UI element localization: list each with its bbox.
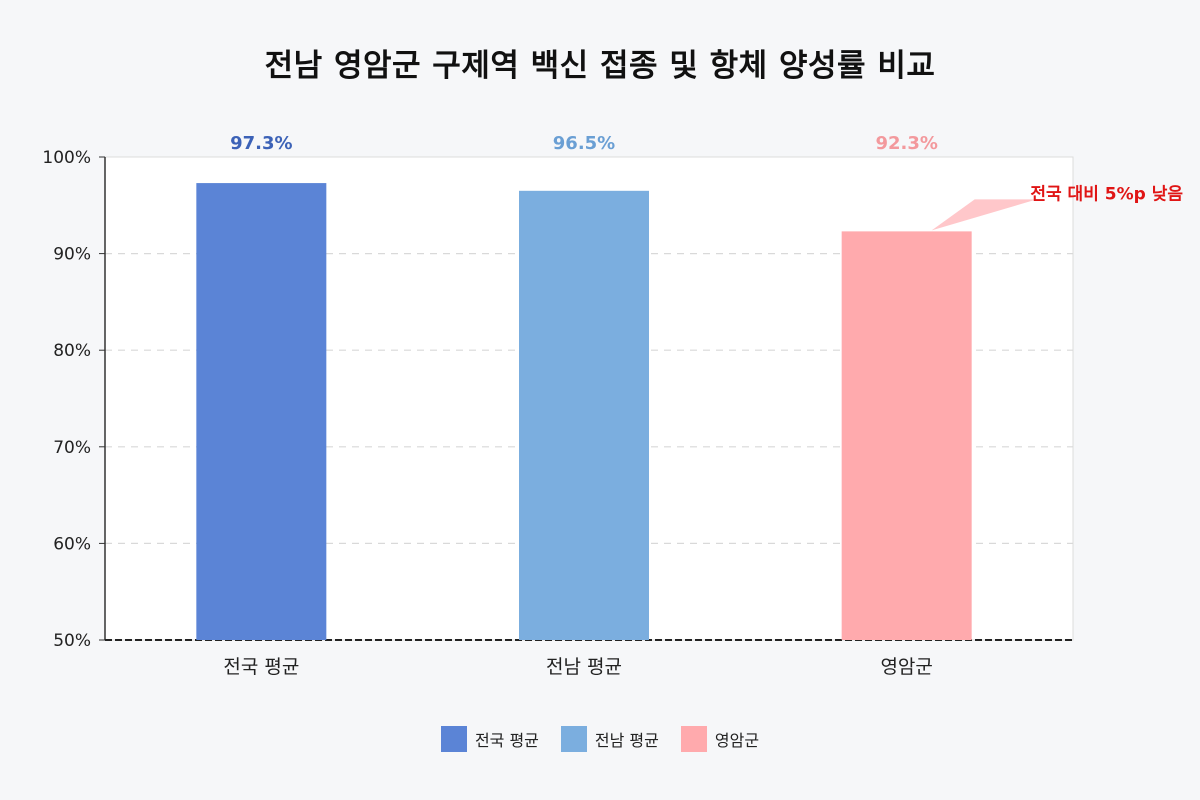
value-label-0: 97.3% (230, 133, 292, 154)
bar-0 (196, 183, 327, 640)
value-label-2: 92.3% (875, 133, 937, 154)
legend-label-national: 전국 평균 (474, 731, 539, 750)
annotation-text: 전국 대비 5%p 낮음 (1030, 184, 1183, 204)
legend: 전국 평균 전남 평균 영암군 (0, 726, 1200, 752)
y-tick-label: 50% (53, 631, 91, 651)
annotation-callout (931, 199, 1037, 231)
bar-1 (519, 190, 649, 640)
y-tick-label: 100% (42, 148, 91, 168)
x-tick-label-0: 전국 평균 (223, 656, 299, 678)
y-tick-label: 80% (53, 341, 91, 361)
legend-swatch-national (440, 726, 467, 752)
legend-label-yeongam: 영암군 (714, 731, 760, 750)
x-tick-label-2: 영암군 (880, 656, 932, 678)
y-tick-label: 90% (53, 245, 91, 265)
y-tick-label: 60% (53, 534, 91, 554)
bar-2 (841, 231, 972, 640)
legend-label-jeonnam: 전남 평균 (594, 731, 659, 750)
value-label-1: 96.5% (553, 133, 615, 154)
chart-title: 전남 영암군 구제역 백신 접종 및 항체 양성률 비교 (264, 48, 936, 84)
legend-swatch-jeonnam (560, 726, 587, 752)
legend-item-jeonnam: 전남 평균 (560, 726, 659, 752)
legend-item-yeongam: 영암군 (680, 726, 760, 752)
legend-swatch-yeongam (680, 726, 707, 752)
x-tick-label-1: 전남 평균 (546, 656, 622, 678)
y-tick-label: 70% (53, 438, 91, 458)
legend-item-national: 전국 평균 (440, 726, 539, 752)
